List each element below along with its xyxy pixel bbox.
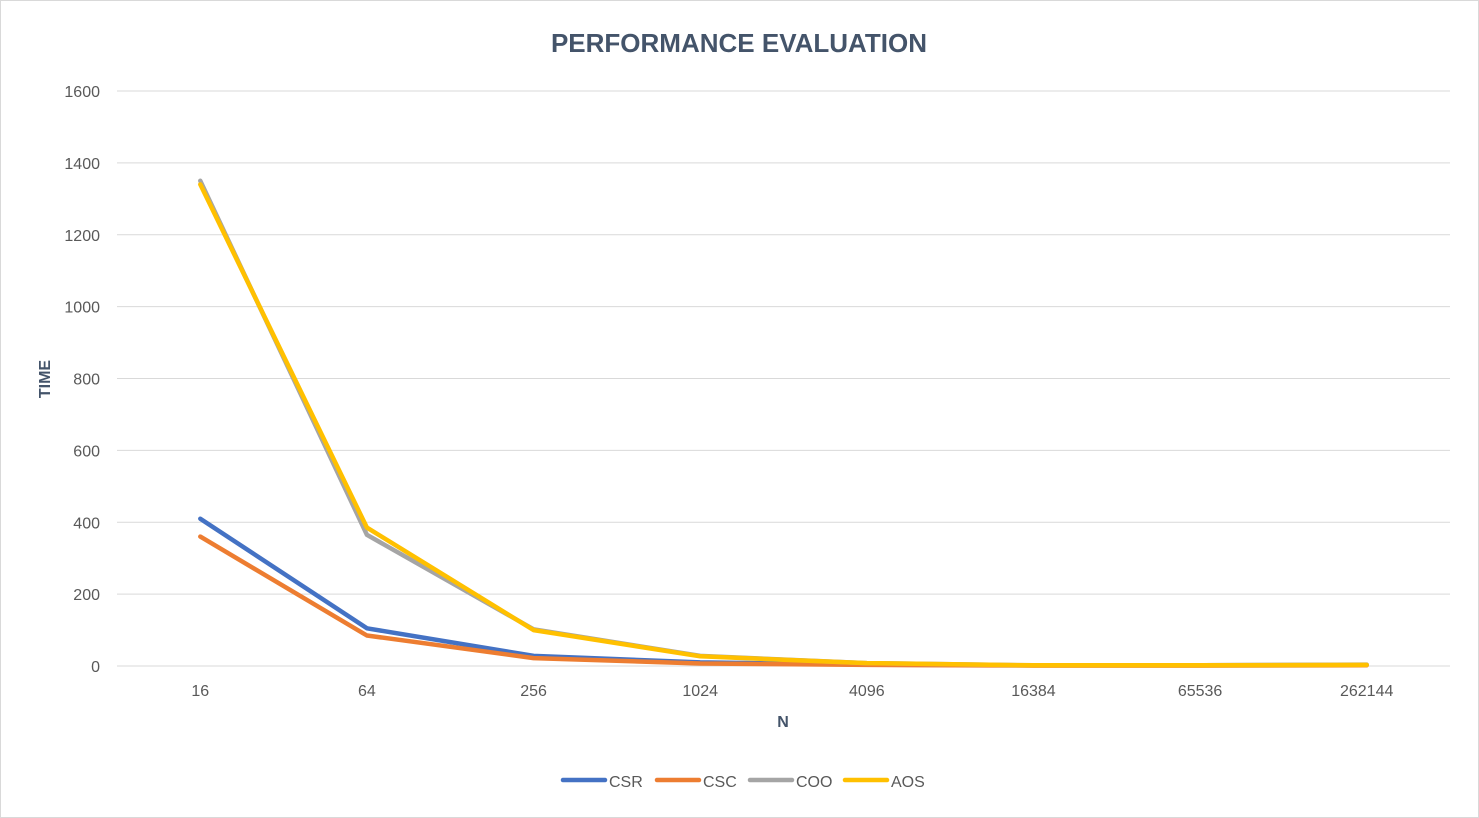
y-tick-label: 200 (73, 587, 100, 604)
legend-label-coo: COO (796, 774, 832, 791)
legend: CSR CSC COO AOS (560, 774, 925, 791)
y-tick-label: 800 (73, 372, 100, 389)
x-tick-label: 16384 (1011, 683, 1056, 700)
x-tick-label: 4096 (849, 683, 885, 700)
y-axis-label: TIME (37, 360, 54, 399)
series-line-coo (198, 178, 1369, 668)
series-lines (198, 178, 1369, 668)
legend-label-aos: AOS (891, 774, 925, 791)
y-tick-label: 600 (73, 443, 100, 460)
x-tick-label: 262144 (1340, 683, 1393, 700)
y-axis-ticks: 0 200 400 600 800 1000 1200 1400 1600 (64, 84, 100, 676)
series-line-aos (198, 182, 1369, 668)
x-tick-label: 16 (191, 683, 209, 700)
x-tick-label: 1024 (682, 683, 718, 700)
x-tick-label: 65536 (1178, 683, 1223, 700)
series-line-csc (198, 534, 1369, 668)
x-tick-label: 256 (520, 683, 547, 700)
y-tick-label: 400 (73, 515, 100, 532)
x-axis-label: N (777, 714, 789, 731)
y-tick-label: 0 (91, 659, 100, 676)
y-tick-label: 1200 (64, 228, 100, 245)
x-tick-label: 64 (358, 683, 376, 700)
legend-label-csc: CSC (703, 774, 737, 791)
x-axis-ticks: 16 64 256 1024 4096 16384 65536 262144 (191, 683, 1393, 700)
gridlines (117, 90, 1450, 667)
chart-title: PERFORMANCE EVALUATION (551, 28, 927, 58)
y-tick-label: 1000 (64, 300, 100, 317)
y-tick-label: 1400 (64, 156, 100, 173)
legend-label-csr: CSR (609, 774, 643, 791)
y-tick-label: 1600 (64, 84, 100, 101)
